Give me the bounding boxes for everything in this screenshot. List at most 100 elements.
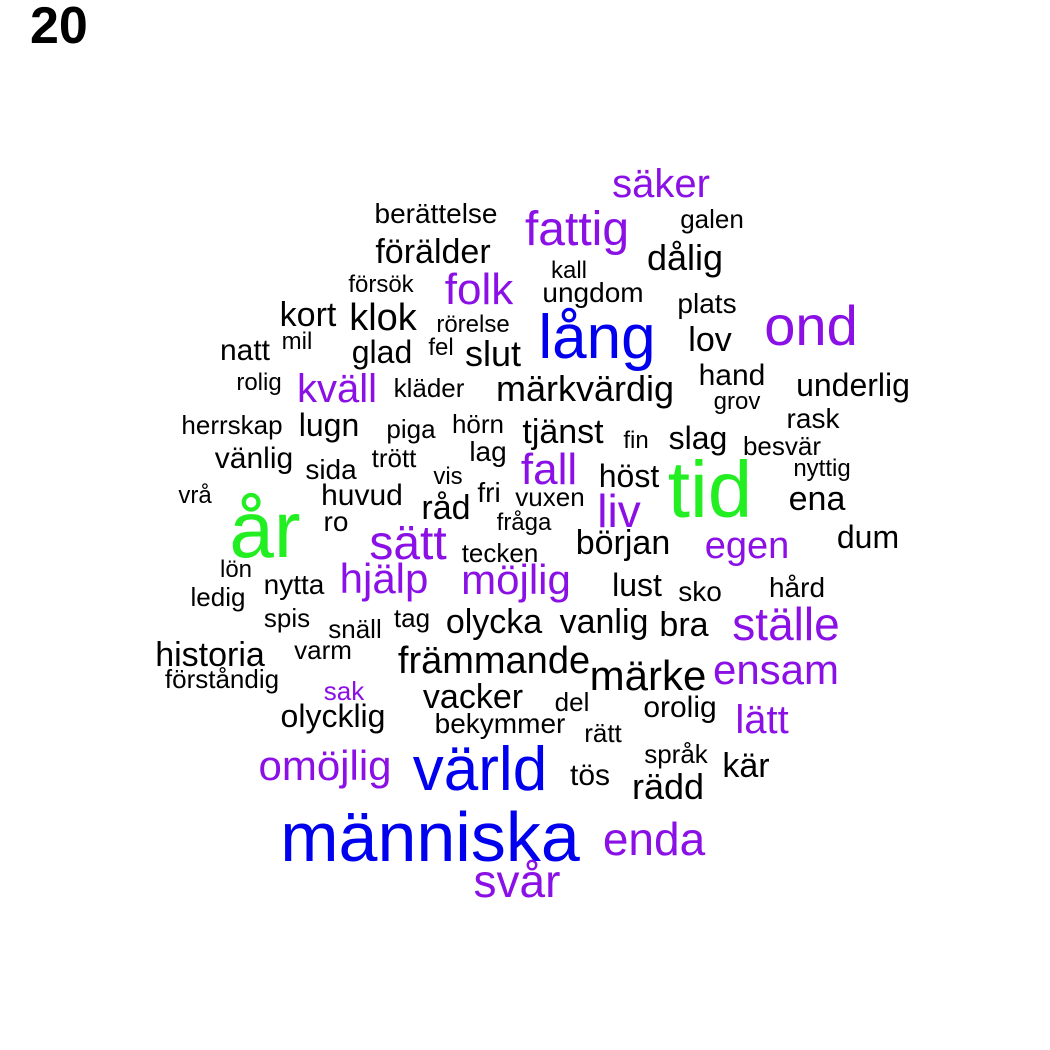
word-3: galen [680, 204, 744, 234]
word-62: lön [219, 556, 253, 583]
word-69: ledig [190, 582, 246, 612]
word-32: hörn [451, 409, 505, 439]
word-91: språk [644, 739, 708, 769]
word-6: kall [550, 257, 588, 284]
word-96: rädd [631, 766, 705, 807]
word-72: ställe [732, 598, 840, 650]
word-76: bra [659, 606, 709, 644]
word-61: tecken [461, 538, 539, 568]
word-19: fel [428, 334, 454, 361]
word-41: sida [305, 454, 357, 485]
word-97: människa [280, 798, 580, 876]
word-74: olycka [445, 603, 543, 641]
word-14: lång [538, 303, 656, 372]
word-59: början [575, 524, 671, 562]
word-99: svår [473, 855, 561, 907]
word-81: förståndig [164, 664, 280, 694]
word-78: varm [294, 635, 352, 665]
word-39: vänlig [214, 442, 294, 475]
word-22: rolig [236, 369, 282, 396]
word-42: fall [520, 445, 578, 494]
word-88: lätt [735, 698, 789, 742]
word-80: ensam [712, 646, 840, 693]
word-87: olycklig [280, 698, 386, 734]
word-94: kär [722, 747, 770, 785]
word-16: natt [219, 334, 271, 367]
word-44: tid [667, 445, 753, 534]
word-20: slut [464, 333, 522, 374]
word-86: orolig [643, 691, 717, 724]
word-29: herrskap [181, 410, 283, 440]
word-48: huvud [321, 479, 403, 512]
word-23: kväll [296, 367, 378, 411]
word-84: vacker [422, 678, 524, 716]
word-73: snäll [328, 614, 382, 644]
word-15: ond [764, 294, 858, 357]
word-50: vuxen [515, 482, 585, 512]
word-95: tös [569, 759, 611, 792]
word-7: försök [348, 271, 414, 298]
word-40: trött [371, 443, 417, 473]
word-21: lov [688, 321, 732, 359]
word-83: märke [589, 652, 707, 699]
word-30: lugn [298, 407, 360, 443]
word-45: nyttig [793, 455, 851, 482]
word-53: råd [421, 489, 471, 527]
word-27: underlig [796, 367, 910, 403]
word-9: ungdom [542, 277, 644, 308]
word-58: sätt [369, 517, 447, 570]
word-66: lust [612, 567, 662, 603]
word-54: liv [597, 485, 641, 537]
word-89: bekymmer [434, 708, 566, 739]
word-24: kläder [393, 373, 465, 403]
word-52: år [229, 485, 301, 574]
word-0: säker [612, 162, 710, 206]
word-85: del [554, 687, 590, 717]
word-98: enda [602, 813, 706, 865]
word-90: rätt [584, 718, 622, 748]
word-35: fin [623, 427, 649, 454]
word-77: historia [155, 636, 265, 674]
word-60: egen [704, 525, 790, 567]
word-1: berättelse [374, 198, 498, 229]
word-8: folk [444, 265, 514, 314]
word-82: sak [323, 676, 365, 706]
word-11: kort [279, 296, 337, 334]
word-25: märkvärdig [495, 368, 675, 409]
word-92: omöjlig [258, 742, 392, 789]
word-56: fråga [496, 509, 552, 536]
word-75: vanlig [559, 603, 649, 641]
word-65: nytta [263, 569, 325, 600]
panel-label: 20 [30, 0, 88, 55]
word-38: lag [469, 436, 507, 467]
word-36: slag [668, 420, 728, 456]
word-10: plats [677, 288, 737, 319]
word-31: piga [386, 414, 436, 444]
word-37: besvär [742, 431, 822, 461]
word-79: främmande [397, 640, 591, 682]
word-13: rörelse [436, 311, 510, 338]
word-71: tag [393, 603, 431, 633]
word-51: ena [788, 480, 846, 518]
word-43: höst [598, 458, 660, 494]
word-63: hjälp [339, 555, 429, 602]
word-5: dålig [646, 237, 724, 278]
word-18: glad [351, 334, 413, 370]
word-2: fattig [524, 203, 630, 256]
word-28: grov [713, 388, 761, 415]
word-70: spis [263, 603, 311, 633]
word-67: sko [678, 576, 722, 607]
word-4: förälder [375, 233, 491, 271]
word-47: vrå [178, 482, 212, 509]
word-26: hand [698, 359, 766, 392]
word-33: tjänst [522, 413, 604, 451]
word-34: rask [786, 403, 840, 434]
word-46: vis [433, 463, 463, 490]
word-17: mil [281, 328, 313, 355]
word-57: dum [836, 519, 900, 555]
word-49: fri [477, 477, 501, 508]
word-64: möjlig [461, 556, 571, 603]
word-55: ro [323, 506, 349, 537]
word-12: klok [349, 297, 417, 339]
